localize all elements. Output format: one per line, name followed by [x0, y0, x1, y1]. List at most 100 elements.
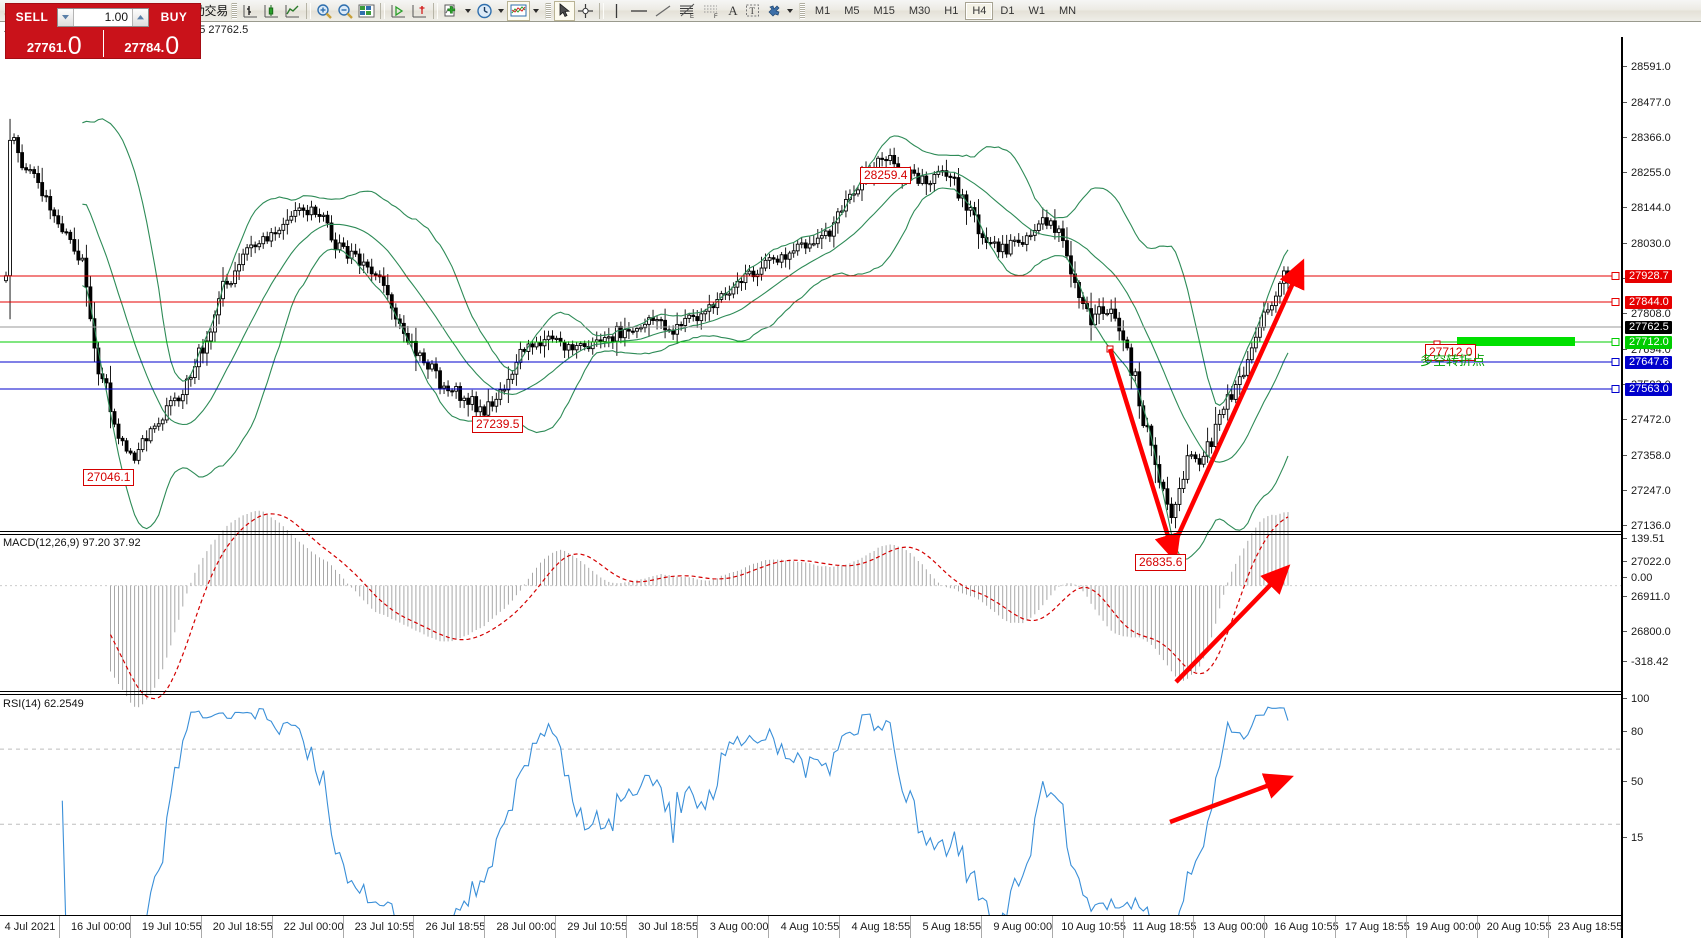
price-annotation[interactable]: 27239.5: [472, 416, 524, 433]
timeframe-m30[interactable]: M30: [908, 4, 931, 17]
time-tick: 4 Aug 18:55: [851, 921, 911, 933]
price-annotation[interactable]: 28259.4: [860, 167, 912, 184]
text-icon[interactable]: A: [728, 2, 738, 18]
timeframe-mn[interactable]: MN: [1058, 4, 1077, 17]
price-tick: 26911.0: [1623, 591, 1670, 603]
horizontal-line-icon[interactable]: [627, 1, 651, 21]
time-separator: [1051, 916, 1053, 938]
data-window-icon[interactable]: [356, 1, 377, 21]
time-tick: 4 Aug 10:55: [780, 921, 840, 933]
toolbar-grip[interactable]: [798, 2, 805, 19]
buy-button[interactable]: BUY: [160, 10, 188, 24]
toolbar-separator: [305, 2, 311, 19]
volume-input[interactable]: 1.00: [74, 8, 132, 26]
indicators-dropdown-caret[interactable]: [464, 8, 471, 13]
price-tick: 27247.0: [1623, 485, 1671, 497]
auto-scroll-icon[interactable]: [388, 1, 409, 21]
timeframe-m1[interactable]: M1: [814, 4, 831, 17]
price-annotation[interactable]: 27712.0: [1425, 344, 1477, 361]
svg-text:T: T: [750, 6, 756, 16]
up-trend-arrow[interactable]: [1169, 258, 1305, 550]
time-tick: 4 Jul 2021: [4, 921, 56, 933]
candlestick-chart-icon[interactable]: [261, 1, 282, 21]
time-tick: 17 Aug 18:55: [1344, 921, 1410, 933]
one-click-trading-panel[interactable]: SELL 1.00 BUY 27761 . 0 27784 .: [5, 3, 201, 59]
buy-price-dot: .: [160, 40, 165, 55]
user-drawings[interactable]: [1107, 258, 1575, 825]
line-chart-icon[interactable]: [282, 1, 303, 21]
cursor-icon[interactable]: [553, 0, 575, 21]
chart-text-note[interactable]: 多空转折点: [1420, 353, 1486, 368]
time-tick: 9 Aug 00:00: [993, 921, 1053, 933]
templates-icon[interactable]: [506, 0, 530, 21]
price-level-label-support[interactable]: 27563.0: [1625, 383, 1672, 396]
price-level-label-support[interactable]: 27647.6: [1625, 356, 1672, 369]
zoom-in-icon[interactable]: [314, 1, 335, 21]
volume-increase-icon[interactable]: [132, 8, 148, 26]
macd-caption: MACD(12,26,9) 97.20 37.92: [3, 537, 141, 549]
chart-shift-icon[interactable]: [409, 1, 430, 21]
time-tick: 5 Aug 18:55: [922, 921, 982, 933]
time-separator: [1193, 916, 1195, 938]
bar-chart-icon[interactable]: [240, 1, 261, 21]
timeframe-h4[interactable]: H4: [965, 1, 994, 20]
indicators-icon[interactable]: [441, 1, 462, 21]
rsi-tick: 50: [1623, 776, 1643, 788]
toolbar-grip[interactable]: [544, 2, 551, 19]
support-zone-highlight[interactable]: [1457, 337, 1575, 346]
price-annotation[interactable]: 26835.6: [1135, 554, 1187, 571]
price-level-label-last-price[interactable]: 27762.5: [1625, 321, 1672, 334]
price-level-label-resistance[interactable]: 27844.0: [1625, 296, 1672, 309]
toolbar-grip[interactable]: [230, 2, 237, 19]
volume-decrease-icon[interactable]: [58, 8, 74, 26]
toolbar-separator: [598, 2, 604, 19]
rsi-panel-series: [0, 706, 1621, 938]
timeframe-m15[interactable]: M15: [873, 4, 895, 17]
fibonacci-icon[interactable]: E: [675, 1, 699, 21]
buy-price[interactable]: 27784 . 0: [104, 28, 201, 59]
timeframe-w1[interactable]: W1: [1028, 4, 1045, 17]
trendline-icon[interactable]: [651, 1, 675, 21]
timeframe-m5[interactable]: M5: [844, 4, 860, 17]
price-level-label-resistance[interactable]: 27928.7: [1625, 270, 1672, 283]
toolbar-separator: [432, 2, 438, 19]
templates-dropdown-caret[interactable]: [532, 8, 539, 13]
price-level-label-support[interactable]: 27712.0: [1625, 336, 1672, 349]
price-annotation[interactable]: 27046.1: [83, 469, 135, 486]
price-scale[interactable]: 28591.0 28477.0 28366.0 28255.0 28144.0 28030…: [1621, 37, 1701, 938]
sell-price-last: 0: [67, 32, 82, 60]
volume-stepper[interactable]: 1.00: [57, 7, 149, 27]
time-tick: 10 Aug 10:55: [1061, 921, 1127, 933]
price-tick: 27358.0: [1623, 450, 1671, 462]
zoom-out-icon[interactable]: [335, 1, 356, 21]
vertical-line-icon[interactable]: [607, 1, 627, 21]
chart-area[interactable]: MACD(12,26,9) 97.20 37.92 RSI(14) 62.254…: [0, 37, 1701, 938]
time-tick: 11 Aug 18:55: [1132, 921, 1197, 933]
shapes-dropdown-caret[interactable]: [786, 8, 793, 13]
macd-up-arrow[interactable]: [1174, 564, 1291, 684]
crosshair-icon[interactable]: [575, 1, 596, 21]
macd-tick: 139.51: [1623, 533, 1665, 545]
sell-price[interactable]: 27761 . 0: [6, 28, 103, 59]
time-tick: 20 Jul 18:55: [212, 921, 273, 933]
timeframe-d1[interactable]: D1: [1000, 4, 1015, 17]
shapes-icon[interactable]: [763, 1, 784, 21]
timeframe-h1[interactable]: H1: [944, 4, 959, 17]
time-separator: [626, 916, 628, 938]
fibonacci-f-icon[interactable]: F: [699, 1, 723, 21]
text-label-icon[interactable]: T: [743, 1, 763, 21]
time-separator: [1264, 916, 1266, 938]
price-tick: 27136.0: [1623, 520, 1671, 532]
macd-tick: 0.00: [1623, 572, 1652, 584]
time-separator: [342, 916, 344, 938]
time-scale[interactable]: 4 Jul 2021 16 Jul 00:00 19 Jul 10:55 20 Jul…: [0, 915, 1622, 938]
price-tick: 28144.0: [1623, 202, 1671, 214]
time-tick: 19 Jul 10:55: [141, 921, 202, 933]
sell-price-dot: .: [63, 40, 67, 55]
down-trend-arrow[interactable]: [1107, 348, 1181, 564]
rsi-up-arrow[interactable]: [1169, 773, 1294, 825]
period-dropdown-caret[interactable]: [497, 8, 504, 13]
oct-divider: [102, 30, 104, 57]
period-icon[interactable]: [474, 1, 495, 21]
sell-button[interactable]: SELL: [15, 10, 49, 24]
